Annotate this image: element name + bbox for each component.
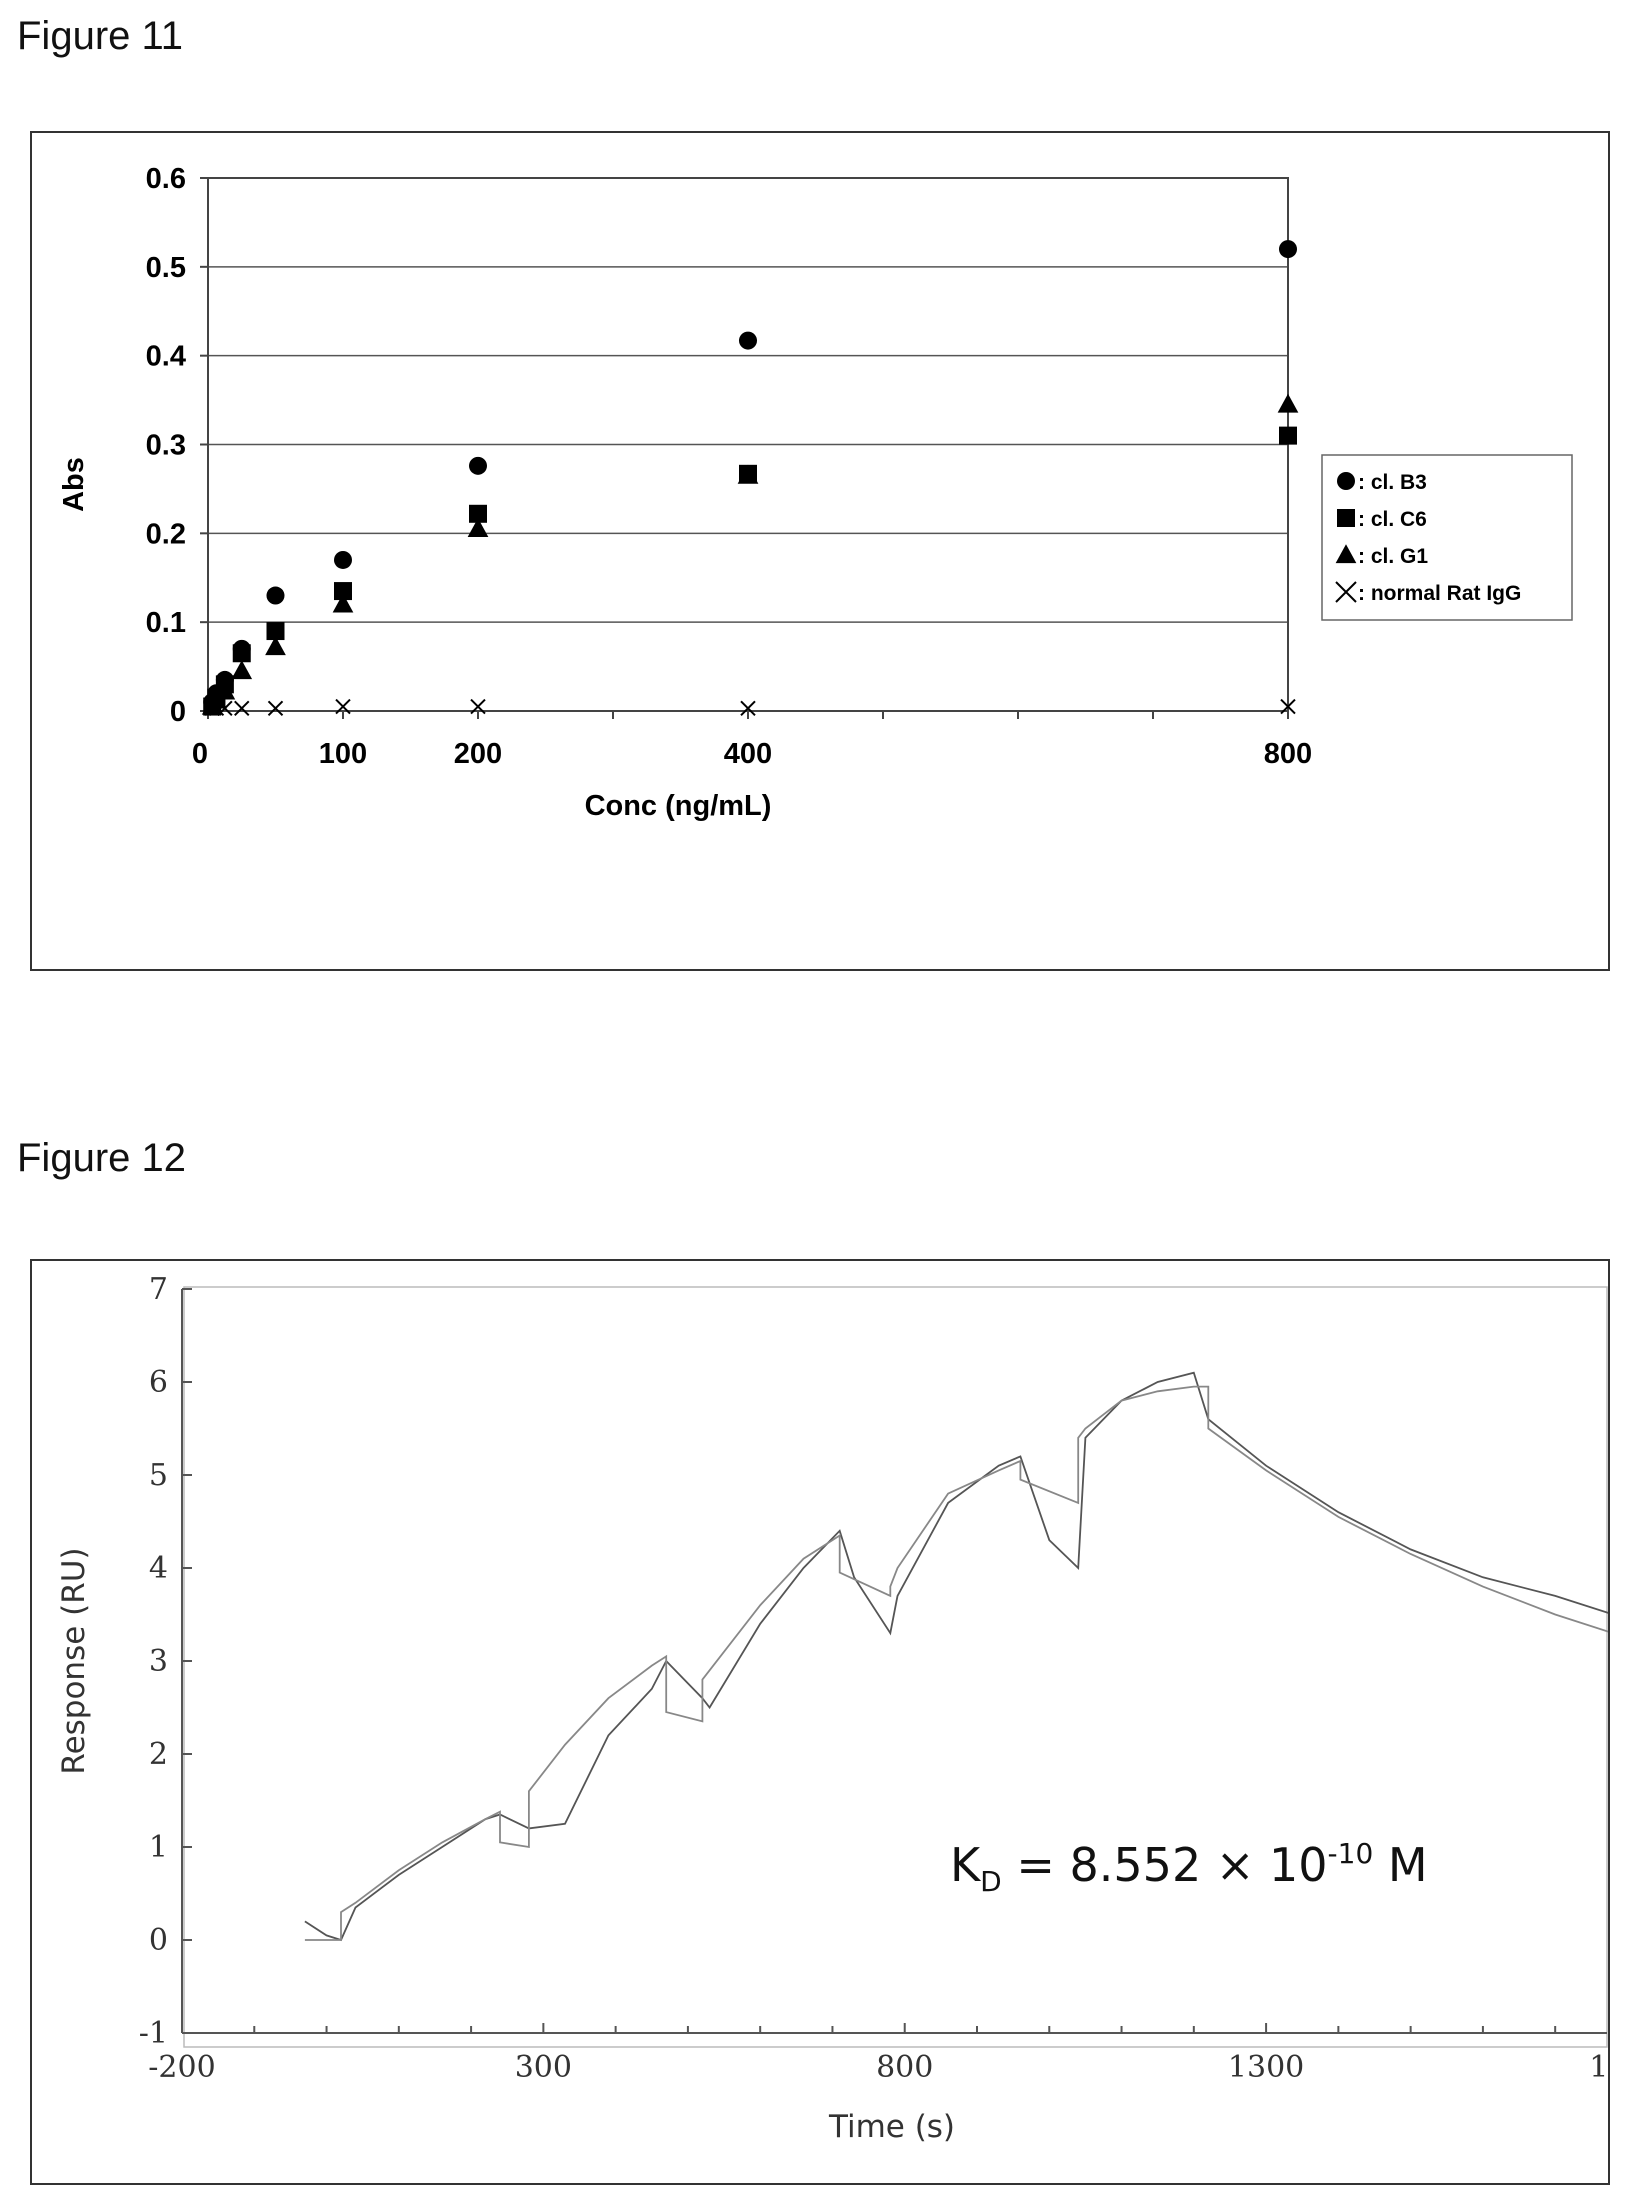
kd-exponent: -10 — [1328, 1837, 1374, 1870]
legend-entry: : cl. C6 — [1358, 508, 1427, 531]
y-tick-label: 0.3 — [146, 430, 186, 462]
y-tick-label: 2 — [149, 1737, 168, 1772]
legend-marker-square — [1337, 509, 1355, 527]
data-point-triangle — [332, 593, 354, 613]
figure-11-plot: 0 0.1 0.2 0.3 0.4 0.5 0.6 0 100 200 400 800 Conc (n… — [58, 163, 1573, 822]
y-tick-label: 3 — [149, 1644, 168, 1679]
legend-entry: : normal Rat IgG — [1358, 582, 1521, 605]
data-point-square — [334, 582, 352, 601]
y-tick-label: 7 — [149, 1272, 168, 1307]
x-axis-title: Conc (ng/mL) — [585, 790, 772, 822]
y-tick-label: 0 — [170, 696, 186, 728]
figure-12-label: Figure 12 — [17, 1136, 186, 1180]
legend-box — [1321, 454, 1573, 621]
kd-subscript: D — [980, 1865, 1002, 1898]
data-point-circle — [334, 550, 352, 569]
y-tick-label: 4 — [149, 1551, 168, 1586]
data-point-x — [267, 700, 284, 717]
legend-entry: : cl. G1 — [1358, 545, 1428, 568]
data-point-triangle — [467, 518, 489, 537]
kd-unit: M — [1373, 1838, 1427, 1892]
kd-value: = 8.552 × 10 — [1002, 1838, 1328, 1892]
x-axis-title: Time (s) — [828, 2109, 955, 2145]
data-point-x — [234, 700, 250, 717]
data-point-square — [232, 644, 251, 663]
y-tick-label: 0.6 — [146, 163, 186, 195]
legend-marker-circle — [1337, 472, 1355, 490]
data-point-x — [335, 698, 351, 715]
data-point-x — [740, 700, 756, 717]
figure-11-chart: 0 0.1 0.2 0.3 0.4 0.5 0.6 0 100 200 400 800 Conc (n… — [30, 131, 1610, 971]
data-point-triangle — [265, 636, 286, 656]
x-tick-label: 1300 — [1228, 2050, 1304, 2085]
y-tick-label: -1 — [139, 2016, 168, 2051]
x-tick-label: -200 — [148, 2050, 215, 2085]
legend-marker-triangle — [1335, 544, 1357, 564]
data-point-triangle — [231, 660, 253, 680]
x-tick-label: 300 — [515, 2050, 572, 2085]
legend-marker-x — [1335, 581, 1357, 603]
data-point-x — [1280, 698, 1296, 715]
x-tick-label: 800 — [876, 2050, 933, 2085]
data-point-triangle — [737, 464, 759, 484]
y-axis-title: Response (RU) — [56, 1547, 92, 1774]
y-tick-label: 1 — [149, 1830, 168, 1865]
kd-annotation: KD = 8.552 × 10-10 M — [950, 1837, 1428, 1898]
data-point-x — [217, 700, 233, 717]
data-point-square — [266, 622, 285, 641]
legend-entry: : cl. B3 — [1358, 471, 1427, 494]
data-point-triangle — [1277, 393, 1299, 413]
y-tick-label: 0.4 — [146, 341, 186, 373]
kd-prefix: K — [950, 1838, 982, 1892]
data-point-triangle — [214, 680, 236, 700]
y-tick-label: 0.1 — [146, 607, 186, 639]
x-tick-label: 1800 — [1589, 2050, 1608, 2085]
data-point-x — [470, 698, 486, 715]
x-tick-label: 100 — [319, 738, 367, 770]
x-tick-label: 200 — [454, 738, 502, 770]
y-tick-label: 0.2 — [146, 518, 186, 550]
figure-11-label: Figure 11 — [17, 14, 184, 58]
x-tick-label: 0 — [192, 738, 208, 770]
x-tick-label: 800 — [1264, 738, 1312, 770]
data-point-square — [469, 504, 487, 523]
fitted-curve — [304, 1385, 1608, 1941]
x-tick-label: 400 — [724, 738, 772, 770]
y-tick-label: 0.5 — [146, 252, 186, 284]
plot-area — [183, 1286, 1608, 2048]
data-point-circle — [266, 586, 285, 605]
y-tick-label: 0 — [149, 1923, 168, 1958]
y-tick-label: 5 — [149, 1458, 168, 1493]
data-point-circle — [469, 456, 487, 475]
data-point-circle — [739, 331, 757, 350]
data-point-square — [1279, 426, 1297, 445]
legend: : cl. B3 : cl. C6 : cl. G1 : normal Rat IgG — [1321, 454, 1573, 621]
y-axis-title: Abs — [58, 457, 90, 512]
data-point-x — [204, 700, 220, 717]
y-tick-label: 6 — [149, 1365, 168, 1400]
data-point-circle — [1279, 240, 1297, 259]
